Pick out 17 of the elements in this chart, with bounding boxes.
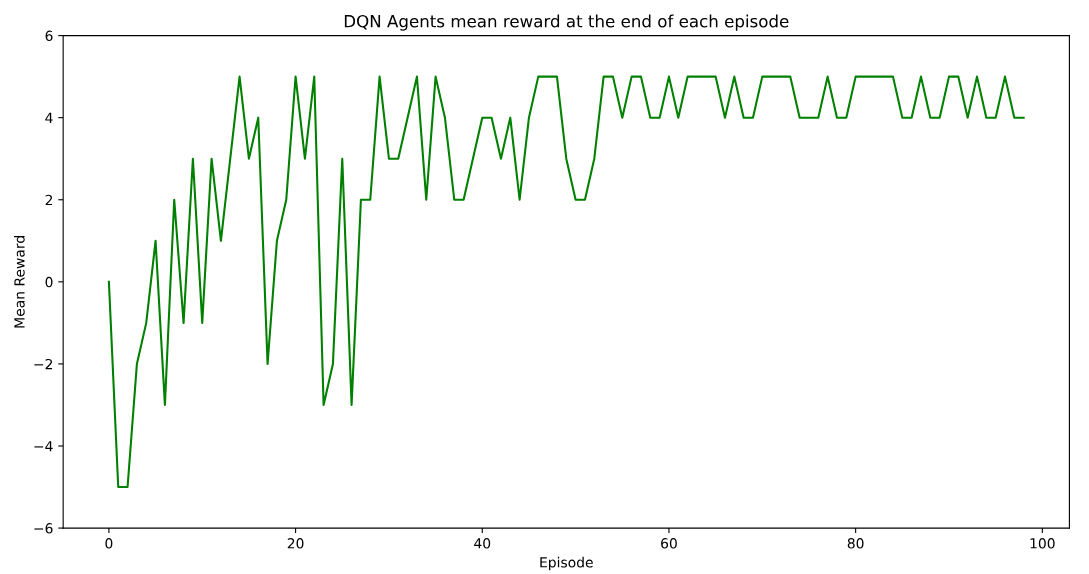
y-tick-label: 2 — [45, 194, 53, 206]
y-tick-label: 4 — [45, 112, 53, 123]
x-tick-label: 100 — [1030, 538, 1055, 549]
chart-title: DQN Agents mean reward at the end of each episode — [344, 14, 789, 31]
y-axis-title: Mean Reward — [13, 236, 25, 328]
x-tick-label: 0 — [105, 538, 113, 549]
line-series — [107, 75, 1025, 489]
y-tick-label: −4 — [34, 441, 53, 452]
x-tick-label: 40 — [474, 538, 491, 549]
y-tick-label: 0 — [45, 276, 53, 288]
y-tick-label: −2 — [34, 358, 53, 370]
x-tick-label: 60 — [661, 538, 677, 549]
y-tick-label: −6 — [34, 523, 53, 534]
y-tick-label: 6 — [45, 30, 53, 42]
x-tick-label: 20 — [287, 538, 304, 549]
x-tick-label: 80 — [847, 538, 864, 549]
x-axis-title: Episode — [540, 556, 593, 571]
